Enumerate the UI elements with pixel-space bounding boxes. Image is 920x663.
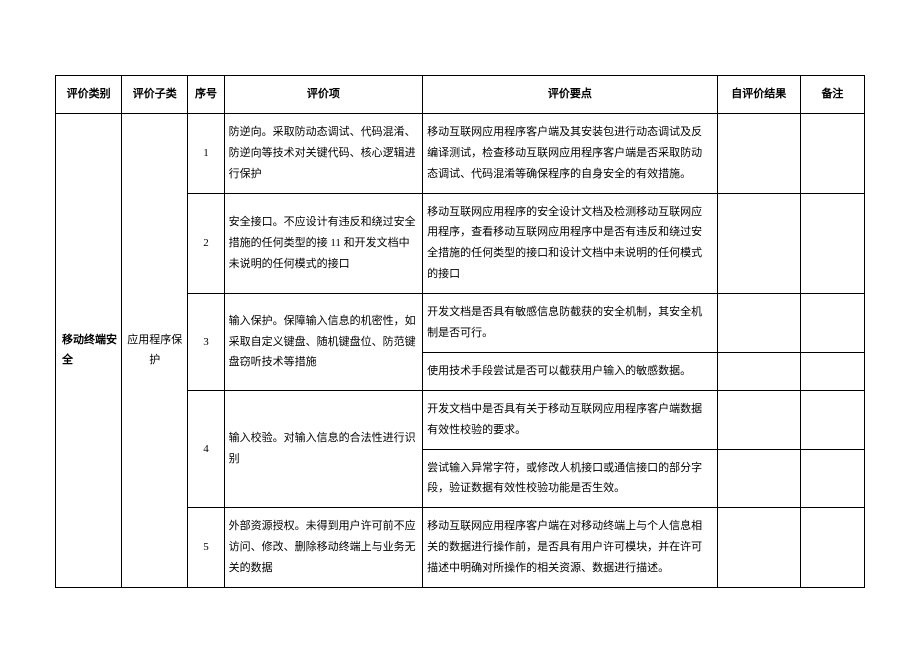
header-seq: 序号 bbox=[188, 76, 224, 114]
item-cell: 输入保护。保障输入信息的机密性，如采取自定义键盘、随机键盘位、防范键盘窃听技术等… bbox=[224, 294, 423, 391]
remark-cell bbox=[800, 390, 864, 449]
remark-cell bbox=[800, 193, 864, 294]
point-cell: 开发文档是否具有敏感信息防截获的安全机制，其安全机制是否可行。 bbox=[423, 294, 718, 353]
point-cell: 尝试输入异常字符，或修改人机接口或通信接口的部分字段，验证数据有效性校验功能是否… bbox=[423, 449, 718, 508]
result-cell bbox=[717, 352, 800, 390]
seq-cell: 1 bbox=[188, 113, 224, 193]
header-subcategory: 评价子类 bbox=[122, 76, 188, 114]
remark-cell bbox=[800, 352, 864, 390]
header-item: 评价项 bbox=[224, 76, 423, 114]
item-cell: 安全接口。不应设计有违反和绕过安全措施的任何类型的接 11 和开发文档中未说明的… bbox=[224, 193, 423, 294]
remark-cell bbox=[800, 508, 864, 588]
point-cell: 移动互联网应用程序的安全设计文档及检测移动互联网应用程序，查看移动互联网应用程序… bbox=[423, 193, 718, 294]
remark-cell bbox=[800, 449, 864, 508]
result-cell bbox=[717, 390, 800, 449]
result-cell bbox=[717, 193, 800, 294]
item-cell: 输入校验。对输入信息的合法性进行识别 bbox=[224, 390, 423, 508]
point-cell: 开发文档中是否具有关于移动互联网应用程序客户端数据有效性校验的要求。 bbox=[423, 390, 718, 449]
item-cell: 外部资源授权。未得到用户许可前不应访问、修改、删除移动终端上与业务无关的数据 bbox=[224, 508, 423, 588]
table-row: 移动终端安全 应用程序保护 1 防逆向。采取防动态调试、代码混淆、防逆向等技术对… bbox=[56, 113, 865, 193]
result-cell bbox=[717, 449, 800, 508]
header-row: 评价类别 评价子类 序号 评价项 评价要点 自评价结果 备注 bbox=[56, 76, 865, 114]
item-cell: 防逆向。采取防动态调试、代码混淆、防逆向等技术对关键代码、核心逻辑进行保护 bbox=[224, 113, 423, 193]
evaluation-table: 评价类别 评价子类 序号 评价项 评价要点 自评价结果 备注 移动终端安全 应用… bbox=[55, 75, 865, 588]
header-remark: 备注 bbox=[800, 76, 864, 114]
category-cell: 移动终端安全 bbox=[56, 113, 122, 587]
result-cell bbox=[717, 294, 800, 353]
point-cell: 使用技术手段尝试是否可以截获用户输入的敏感数据。 bbox=[423, 352, 718, 390]
point-cell: 移动互联网应用程序客户端及其安装包进行动态调试及反编译测试，检查移动互联网应用程… bbox=[423, 113, 718, 193]
remark-cell bbox=[800, 294, 864, 353]
seq-cell: 2 bbox=[188, 193, 224, 294]
header-category: 评价类别 bbox=[56, 76, 122, 114]
result-cell bbox=[717, 113, 800, 193]
subcategory-cell: 应用程序保护 bbox=[122, 113, 188, 587]
result-cell bbox=[717, 508, 800, 588]
header-point: 评价要点 bbox=[423, 76, 718, 114]
point-cell: 移动互联网应用程序客户端在对移动终端上与个人信息相关的数据进行操作前，是否具有用… bbox=[423, 508, 718, 588]
seq-cell: 3 bbox=[188, 294, 224, 391]
seq-cell: 5 bbox=[188, 508, 224, 588]
remark-cell bbox=[800, 113, 864, 193]
seq-cell: 4 bbox=[188, 390, 224, 508]
header-result: 自评价结果 bbox=[717, 76, 800, 114]
